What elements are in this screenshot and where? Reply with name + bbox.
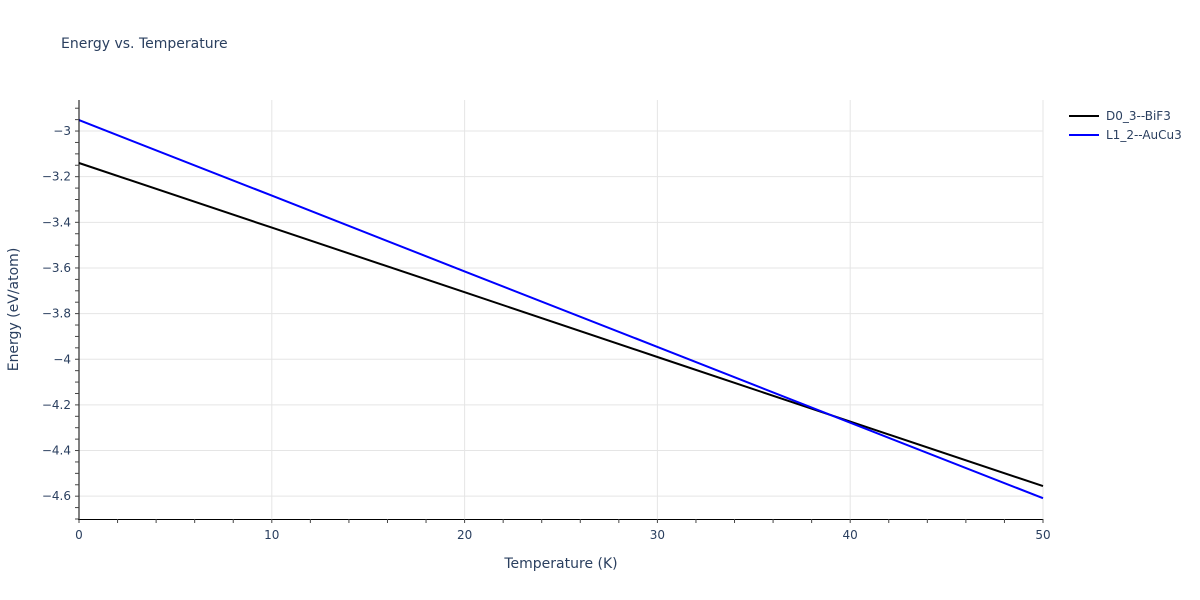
- x-axis-title: Temperature (K): [503, 556, 617, 572]
- y-tick-label: −3.8: [42, 307, 71, 321]
- legend-label: L1_2--AuCu3: [1106, 127, 1182, 142]
- y-tick-label: −4.2: [42, 398, 71, 412]
- x-tick-label: 20: [457, 528, 472, 542]
- x-tick-label: 50: [1035, 528, 1050, 542]
- y-tick-label: −3: [53, 124, 71, 138]
- x-tick-label: 30: [650, 528, 665, 542]
- y-tick-label: −3.2: [42, 170, 71, 184]
- legend-line-icon: [1069, 133, 1099, 136]
- y-tick-label: −3.6: [42, 261, 71, 275]
- y-tick-label: −4.4: [42, 444, 71, 458]
- series-line-l1-2-aucu3[interactable]: [78, 119, 1044, 500]
- legend-item-l1-2-aucu3[interactable]: L1_2--AuCu3: [1066, 125, 1182, 144]
- x-tick-label: 40: [843, 528, 858, 542]
- legend: D0_3--BiF3 L1_2--AuCu3: [1066, 106, 1182, 144]
- y-axis-title: Energy (eV/atom): [6, 248, 22, 372]
- y-tick-label: −3.4: [42, 215, 71, 229]
- x-tick-label: 0: [75, 528, 83, 542]
- axes: 0 10 20 30 40 50 −3 −3.2 −3.4 −3.6 −3.8 −4 −4.2 −4.4 −…: [42, 100, 1051, 542]
- chart-title: Energy vs. Temperature: [61, 36, 228, 52]
- grid: [79, 100, 1044, 519]
- y-tick-label: −4.6: [42, 489, 71, 503]
- y-tick-label: −4: [53, 352, 71, 366]
- series-line-d0-3-bif3[interactable]: [78, 162, 1044, 488]
- legend-item-d0-3-bif3[interactable]: D0_3--BiF3: [1066, 106, 1182, 125]
- legend-label: D0_3--BiF3: [1106, 108, 1171, 123]
- legend-line-icon: [1069, 114, 1099, 117]
- x-tick-label: 10: [264, 528, 279, 542]
